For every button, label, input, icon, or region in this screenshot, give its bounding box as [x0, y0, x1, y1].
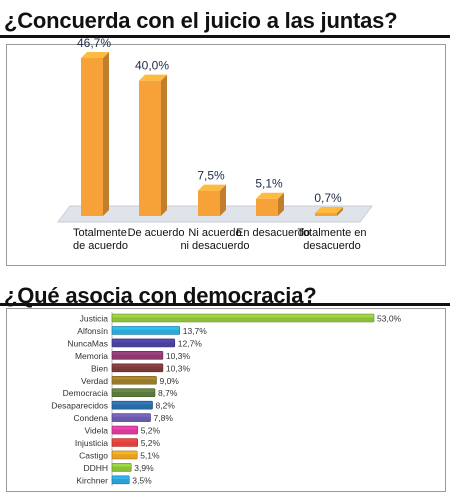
chart-2-bar-highlight: [112, 339, 175, 343]
chart-1-value-label: 46,7%: [77, 36, 111, 50]
chart-2-bar-highlight: [112, 326, 180, 330]
chart-2-bar-highlight: [112, 351, 163, 355]
chart-1-bar: [256, 192, 284, 216]
chart-2-title-rule: [0, 303, 450, 306]
chart-2-value-label: 53,0%: [377, 314, 402, 324]
chart-1-bar-front: [315, 213, 337, 216]
chart-2-value-label: 5,2%: [141, 426, 161, 436]
chart-2-value-label: 5,2%: [141, 438, 161, 448]
chart-1-category-label: desacuerdo: [303, 240, 361, 252]
chart-1-bar-top: [81, 52, 109, 58]
chart-2-value-label: 5,1%: [140, 450, 160, 460]
chart-2-value-label: 9,0%: [159, 376, 179, 386]
chart-2-category-label: Kirchner: [76, 475, 108, 485]
chart-1-bar-side: [278, 192, 284, 216]
chart-2-value-label: 3,5%: [132, 475, 152, 485]
chart-2-value-label: 13,7%: [183, 326, 208, 336]
chart-1-category-label: Totalmente en: [297, 227, 366, 239]
chart-1-value-label: 7,5%: [197, 169, 225, 183]
chart-2-category-label: NuncaMas: [67, 338, 108, 348]
chart-2-category-label: Desaparecidos: [51, 401, 108, 411]
chart-1-category-label: De acuerdo: [128, 227, 185, 239]
chart-1-category-label: En desacuerdo: [236, 227, 310, 239]
chart-1-bar: [315, 207, 343, 216]
chart-1-bar-front: [81, 58, 103, 216]
chart-2-bar-highlight: [112, 389, 155, 392]
chart-2-category-label: Alfonsín: [77, 326, 108, 336]
chart-2-category-label: Condena: [73, 413, 108, 423]
chart-1-bar-top: [139, 74, 167, 81]
chart-1-value-label: 0,7%: [314, 191, 342, 205]
chart-2-value-label: 8,2%: [156, 401, 176, 411]
chart-2-bar-highlight: [112, 401, 153, 405]
chart-2-bar-highlight: [112, 476, 129, 480]
chart-2-value-label: 10,3%: [166, 351, 191, 361]
chart-2-bar-highlight: [112, 364, 163, 368]
chart-2-bar-highlight: [112, 463, 131, 467]
chart-2-bar-highlight: [112, 376, 156, 380]
chart-2-category-label: Castigo: [79, 450, 108, 460]
chart-1-bar-front: [256, 198, 278, 216]
chart-2-category-label: Injusticia: [75, 438, 108, 448]
chart-1-bar-front: [139, 80, 161, 216]
chart-1-bar-front: [198, 190, 220, 216]
chart-2-value-label: 12,7%: [178, 338, 203, 348]
chart-1-category-label: Totalmente: [73, 227, 127, 239]
chart-2-bar-highlight: [112, 426, 138, 430]
chart-2-value-label: 10,3%: [166, 363, 191, 373]
chart-2-bar-highlight: [112, 314, 374, 318]
chart-2-category-label: DDHH: [83, 463, 108, 473]
chart-2-category-label: Democracia: [63, 388, 109, 398]
chart-1-bar: [198, 184, 226, 216]
chart-1-category-label: de acuerdo: [73, 240, 128, 252]
chart-1-panel: [6, 44, 446, 266]
chart-1-value-label: 40,0%: [135, 59, 169, 73]
chart-2-category-label: Videla: [85, 426, 109, 436]
chart-1-category-label: Ni acuerdo: [188, 227, 241, 239]
chart-1-bar-side: [220, 184, 226, 216]
chart-1-title-rule: [0, 35, 450, 38]
chart-2-value-label: 8,7%: [158, 388, 178, 398]
chart-1-bar-side: [337, 207, 343, 216]
chart-2-category-label: Justicia: [80, 314, 109, 324]
chart-1-category-label: ni desacuerdo: [180, 240, 249, 252]
chart-1-bar-top: [256, 192, 284, 199]
chart-1-bar: [81, 52, 109, 216]
chart-2-category-label: Memoria: [75, 351, 108, 361]
chart-2-bar-highlight: [112, 451, 137, 455]
chart-1-bar-side: [103, 52, 109, 216]
chart-2-value-label: 7,8%: [154, 413, 174, 423]
chart-1-bar-top: [198, 184, 226, 191]
chart-1-value-label: 5,1%: [255, 177, 283, 191]
chart-2-bar-highlight: [112, 439, 138, 442]
chart-1-title: ¿Concuerda con el juicio a las juntas?: [4, 8, 398, 33]
chart-2-category-label: Bien: [91, 363, 108, 373]
chart-2-bar-highlight: [112, 414, 151, 417]
chart-1-bar-side: [161, 74, 167, 216]
chart-1-bar-top: [315, 207, 343, 213]
chart-2-category-label: Verdad: [81, 376, 108, 386]
chart-2-value-label: 3,9%: [134, 463, 154, 473]
chart-2-panel: [6, 308, 446, 492]
chart-1-bar: [139, 74, 167, 216]
